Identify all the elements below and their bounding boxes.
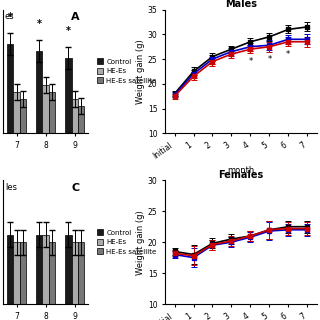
- Y-axis label: Weight gain (g): Weight gain (g): [136, 39, 145, 104]
- Text: es: es: [5, 12, 14, 21]
- Bar: [78, 242, 84, 320]
- Bar: [43, 235, 49, 320]
- Bar: [72, 242, 78, 320]
- Text: *: *: [267, 55, 271, 64]
- Bar: [49, 92, 55, 320]
- Legend: Control, HE-Es, HE-Es satellite: Control, HE-Es, HE-Es satellite: [97, 59, 157, 84]
- Bar: [65, 58, 72, 320]
- Text: C: C: [72, 183, 80, 193]
- Bar: [49, 242, 55, 320]
- Bar: [72, 99, 78, 320]
- Text: *: *: [8, 12, 13, 22]
- Bar: [7, 235, 13, 320]
- Text: *: *: [66, 26, 71, 36]
- Bar: [13, 92, 20, 320]
- Bar: [20, 242, 26, 320]
- Text: A: A: [71, 12, 80, 22]
- Y-axis label: Weight gain (g): Weight gain (g): [136, 210, 145, 275]
- Title: Males: Males: [225, 0, 257, 9]
- Text: *: *: [37, 19, 42, 29]
- Bar: [36, 235, 43, 320]
- Bar: [36, 51, 43, 320]
- Bar: [43, 85, 49, 320]
- X-axis label: month: month: [227, 166, 254, 175]
- Text: *: *: [248, 57, 252, 66]
- Legend: Control, HE-Es, HE-Es satellite: Control, HE-Es, HE-Es satellite: [97, 229, 157, 255]
- Bar: [20, 99, 26, 320]
- Bar: [13, 242, 20, 320]
- Text: les: les: [5, 183, 17, 192]
- Bar: [78, 106, 84, 320]
- Text: *: *: [286, 50, 291, 59]
- Bar: [65, 235, 72, 320]
- Title: Females: Females: [218, 170, 264, 180]
- Bar: [7, 44, 13, 320]
